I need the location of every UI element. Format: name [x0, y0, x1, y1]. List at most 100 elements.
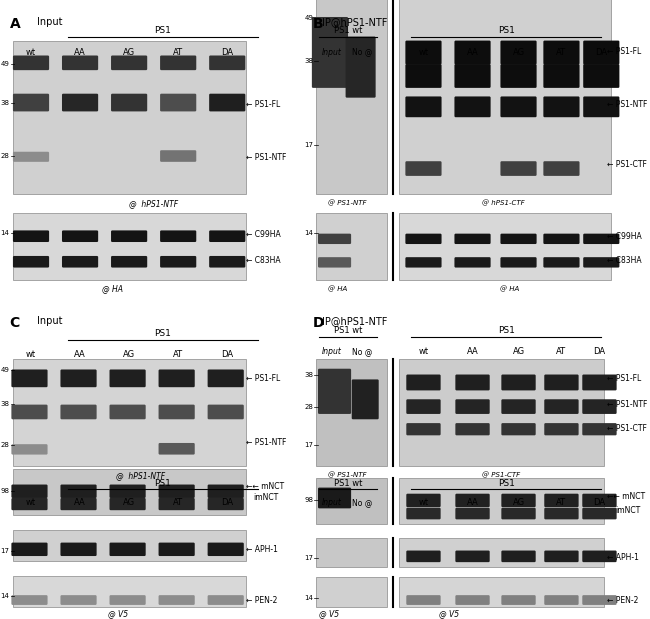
- Bar: [12, 469, 246, 515]
- Text: @ PS1-NTF: @ PS1-NTF: [328, 472, 367, 478]
- Bar: [399, 359, 604, 466]
- Bar: [399, 578, 604, 607]
- FancyBboxPatch shape: [160, 230, 196, 242]
- FancyBboxPatch shape: [543, 233, 580, 244]
- FancyBboxPatch shape: [500, 64, 537, 88]
- Text: 38: 38: [1, 100, 10, 106]
- Text: AT: AT: [173, 350, 183, 359]
- FancyBboxPatch shape: [544, 550, 578, 562]
- Text: 98: 98: [1, 488, 10, 493]
- FancyBboxPatch shape: [12, 498, 47, 510]
- Text: @ HA: @ HA: [500, 286, 519, 292]
- FancyBboxPatch shape: [60, 370, 97, 387]
- Text: IP@hPS1-NTF: IP@hPS1-NTF: [322, 17, 387, 27]
- Text: ← PS1-FL: ← PS1-FL: [608, 374, 642, 383]
- FancyBboxPatch shape: [62, 56, 98, 70]
- Text: AA: AA: [467, 347, 478, 356]
- Text: ← C83HA: ← C83HA: [246, 256, 280, 266]
- FancyBboxPatch shape: [209, 256, 245, 267]
- FancyBboxPatch shape: [13, 56, 49, 70]
- Text: 17: 17: [1, 548, 10, 553]
- FancyBboxPatch shape: [12, 405, 47, 419]
- FancyBboxPatch shape: [12, 444, 47, 454]
- FancyBboxPatch shape: [500, 257, 537, 267]
- Bar: [12, 359, 246, 466]
- Text: 17: 17: [304, 142, 313, 149]
- FancyBboxPatch shape: [544, 494, 578, 507]
- Text: DA: DA: [595, 48, 607, 56]
- FancyBboxPatch shape: [501, 494, 536, 507]
- FancyBboxPatch shape: [582, 550, 617, 562]
- Text: 17: 17: [304, 442, 313, 448]
- FancyBboxPatch shape: [318, 369, 351, 414]
- FancyBboxPatch shape: [318, 233, 351, 244]
- FancyBboxPatch shape: [60, 543, 97, 556]
- FancyBboxPatch shape: [207, 498, 244, 510]
- FancyBboxPatch shape: [160, 150, 196, 162]
- FancyBboxPatch shape: [111, 93, 147, 111]
- FancyBboxPatch shape: [109, 370, 146, 387]
- Text: C: C: [10, 316, 20, 331]
- FancyBboxPatch shape: [12, 595, 47, 605]
- Text: wt: wt: [419, 498, 428, 507]
- Text: ← C83HA: ← C83HA: [608, 256, 642, 266]
- Text: ← PS1-CTF: ← PS1-CTF: [608, 160, 647, 170]
- Text: ← C99HA: ← C99HA: [246, 230, 280, 238]
- FancyBboxPatch shape: [456, 399, 489, 414]
- Text: ← PS1-FL: ← PS1-FL: [246, 100, 280, 108]
- Text: PS1: PS1: [155, 329, 172, 338]
- FancyBboxPatch shape: [12, 485, 47, 498]
- Text: 49: 49: [304, 15, 313, 21]
- FancyBboxPatch shape: [406, 399, 441, 414]
- FancyBboxPatch shape: [501, 595, 536, 605]
- Bar: [12, 212, 246, 280]
- Bar: [316, 538, 387, 567]
- Text: 14: 14: [1, 594, 10, 599]
- FancyBboxPatch shape: [454, 64, 491, 88]
- FancyBboxPatch shape: [62, 230, 98, 242]
- FancyBboxPatch shape: [406, 257, 441, 267]
- FancyBboxPatch shape: [456, 494, 489, 507]
- FancyBboxPatch shape: [207, 543, 244, 556]
- FancyBboxPatch shape: [109, 485, 146, 498]
- Text: AG: AG: [512, 347, 525, 356]
- FancyBboxPatch shape: [13, 230, 49, 242]
- Text: DA: DA: [593, 347, 606, 356]
- FancyBboxPatch shape: [454, 233, 491, 244]
- Bar: [12, 41, 246, 194]
- Text: B: B: [313, 17, 324, 31]
- FancyBboxPatch shape: [13, 152, 49, 162]
- Text: PS1: PS1: [498, 27, 515, 35]
- Text: AT: AT: [173, 48, 183, 56]
- Text: Input: Input: [322, 347, 341, 356]
- Text: @  hPS1-NTF: @ hPS1-NTF: [129, 199, 178, 208]
- Text: AG: AG: [512, 498, 525, 507]
- Text: AG: AG: [512, 48, 525, 56]
- FancyBboxPatch shape: [207, 595, 244, 605]
- Text: DA: DA: [221, 350, 233, 359]
- Text: AA: AA: [74, 498, 86, 507]
- FancyBboxPatch shape: [501, 508, 536, 519]
- FancyBboxPatch shape: [501, 423, 536, 435]
- Text: IP@hPS1-NTF: IP@hPS1-NTF: [322, 316, 387, 326]
- Text: AA: AA: [74, 48, 86, 56]
- FancyBboxPatch shape: [500, 41, 537, 64]
- FancyBboxPatch shape: [500, 161, 537, 176]
- Bar: [399, 0, 610, 194]
- FancyBboxPatch shape: [60, 485, 97, 498]
- Text: wt: wt: [419, 48, 428, 56]
- Text: 17: 17: [304, 555, 313, 561]
- FancyBboxPatch shape: [406, 423, 441, 435]
- Text: wt: wt: [26, 350, 36, 359]
- Text: @ V5: @ V5: [439, 610, 459, 618]
- Text: @ V5: @ V5: [319, 610, 339, 618]
- Text: A: A: [10, 17, 20, 31]
- FancyBboxPatch shape: [12, 370, 47, 387]
- FancyBboxPatch shape: [60, 405, 97, 419]
- FancyBboxPatch shape: [109, 498, 146, 510]
- Text: DA: DA: [221, 498, 233, 507]
- Text: D: D: [313, 316, 324, 331]
- FancyBboxPatch shape: [456, 423, 489, 435]
- FancyBboxPatch shape: [159, 543, 195, 556]
- FancyBboxPatch shape: [209, 230, 245, 242]
